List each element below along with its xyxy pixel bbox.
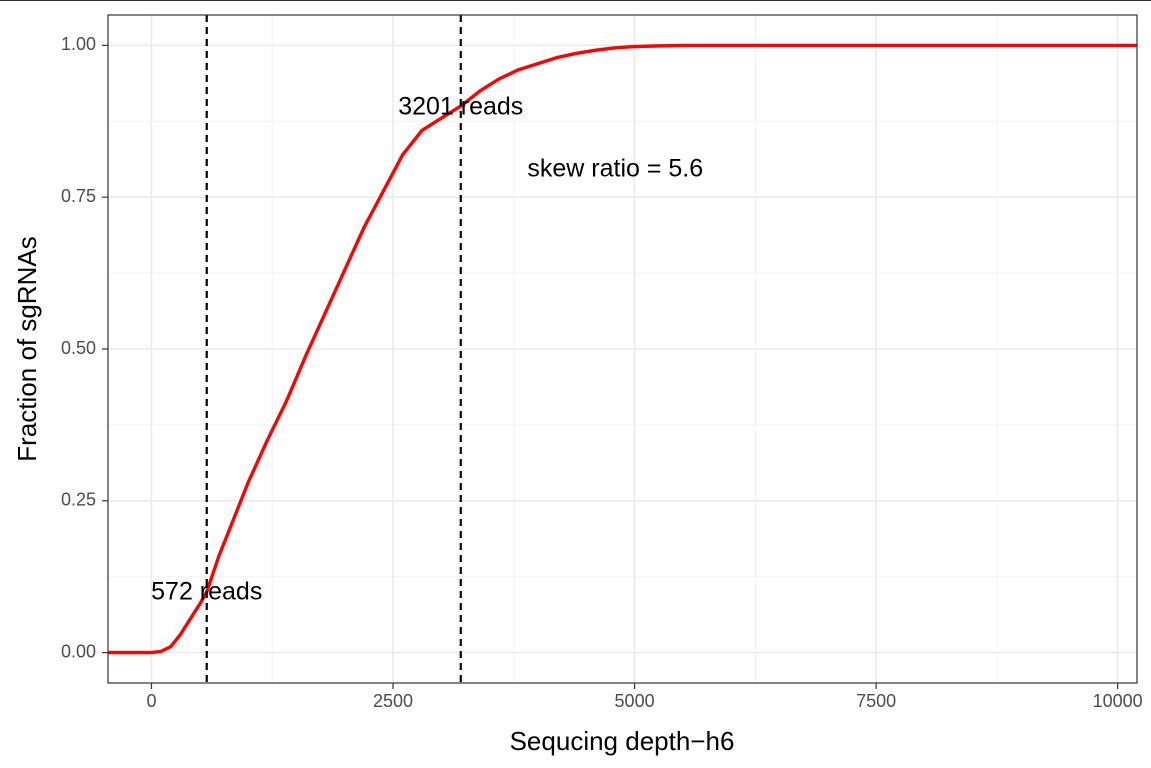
x-tick-label: 10000	[1093, 691, 1143, 711]
annotation-layer: 572 reads 3201 reads skew ratio = 5.6	[151, 93, 703, 606]
y-tick-label: 1.00	[61, 34, 96, 54]
x-axis-ticks: 0 2500 5000 7500 10000	[146, 683, 1143, 711]
x-tick-label: 5000	[615, 691, 655, 711]
series-layer	[108, 43, 1137, 655]
x-tick-label: 2500	[373, 691, 413, 711]
series-line	[108, 43, 1137, 655]
vline-layer	[205, 15, 462, 683]
y-tick-label: 0.25	[61, 490, 96, 510]
x-tick-label: 7500	[856, 691, 896, 711]
annotation-label: skew ratio = 5.6	[527, 154, 703, 182]
y-tick-label: 0.50	[61, 338, 96, 358]
annotation-label: 3201 reads	[398, 93, 523, 121]
y-tick-label: 0.00	[61, 641, 96, 661]
x-tick-label: 0	[146, 691, 156, 711]
y-axis-title: Fraction of sgRNAs	[12, 236, 42, 461]
y-axis-ticks: 0.00 0.25 0.50 0.75 1.00	[61, 34, 108, 661]
y-tick-label: 0.75	[61, 186, 96, 206]
x-axis-title: Sequcing depth−h6	[510, 726, 735, 756]
annotation-label: 572 reads	[151, 578, 262, 606]
